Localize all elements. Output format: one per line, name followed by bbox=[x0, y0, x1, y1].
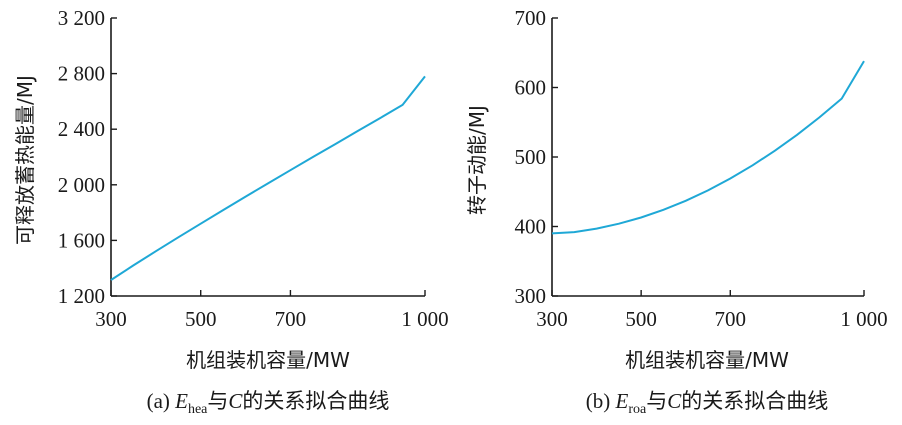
panel-b-x-tick-label: 700 bbox=[715, 307, 747, 331]
panel-b-series-line bbox=[551, 60, 865, 235]
panel-a-x-tick-label: 500 bbox=[185, 307, 217, 331]
panel-a-caption-var2: C bbox=[228, 389, 243, 413]
panel-b-y-tick-label: 700 bbox=[515, 6, 547, 30]
panel-a-x-tick-label: 300 bbox=[95, 307, 127, 331]
panel-a-chart: 1 200 1 600 2 000 2 400 2 800 3 200 300 500 700 1… bbox=[58, 6, 449, 331]
panel-b-y-tick-label: 400 bbox=[515, 215, 547, 239]
panel-a-caption-mid: 与 bbox=[207, 389, 228, 413]
panel-a-x-tick-label: 1 000 bbox=[401, 307, 448, 331]
panel-b-chart: 300 400 500 600 700 300 500 700 1 000 bbox=[515, 6, 888, 331]
panel-b-x-tick-label: 300 bbox=[536, 307, 568, 331]
panel-a-x-axis-title: 机组装机容量/MW bbox=[186, 348, 350, 372]
panel-a-y-tick-label: 1 200 bbox=[58, 284, 105, 308]
panel-b-caption-var2: C bbox=[667, 389, 682, 413]
panel-a-x-tick-label: 700 bbox=[275, 307, 307, 331]
panel-b-caption-suffix: 的关系拟合曲线 bbox=[681, 389, 828, 413]
panel-b-caption: (b) Eroa与C的关系拟合曲线 bbox=[586, 389, 828, 417]
panel-b-y-tick-label: 600 bbox=[515, 76, 547, 100]
panel-b-y-tick-label: 500 bbox=[515, 145, 547, 169]
panel-a-caption-suffix: 的关系拟合曲线 bbox=[242, 389, 389, 413]
panel-a-y-tick-label: 2 800 bbox=[58, 62, 105, 86]
panel-b-y-axis-title: 转子动能/MJ bbox=[465, 105, 489, 215]
panel-b-y-tick-label: 300 bbox=[515, 284, 547, 308]
panel-b-x-tick-label: 1 000 bbox=[840, 307, 887, 331]
panel-a-caption-prefix: (a) bbox=[147, 389, 176, 413]
panel-b-x-tick-label: 500 bbox=[625, 307, 657, 331]
panel-b-x-axis-title: 机组装机容量/MW bbox=[625, 348, 789, 372]
panel-a-caption: (a) Ehea与C的关系拟合曲线 bbox=[147, 389, 390, 417]
panel-b-caption-prefix: (b) bbox=[586, 389, 616, 413]
panel-a-series-line bbox=[110, 75, 426, 281]
panel-b-caption-sub: roa bbox=[628, 402, 647, 417]
panel-a-y-tick-label: 2 400 bbox=[58, 117, 105, 141]
panel-a-caption-sub: hea bbox=[188, 402, 208, 417]
panel-a-y-tick-label: 1 600 bbox=[58, 228, 105, 252]
panel-a-y-tick-label: 3 200 bbox=[58, 6, 105, 30]
panel-b-caption-var: E bbox=[615, 389, 629, 413]
panel-a-y-axis-title: 可释放蓄热能量/MJ bbox=[13, 75, 37, 245]
panel-b-caption-mid: 与 bbox=[646, 389, 667, 413]
panel-a-y-tick-label: 2 000 bbox=[58, 173, 105, 197]
panel-a-caption-var: E bbox=[174, 389, 188, 413]
